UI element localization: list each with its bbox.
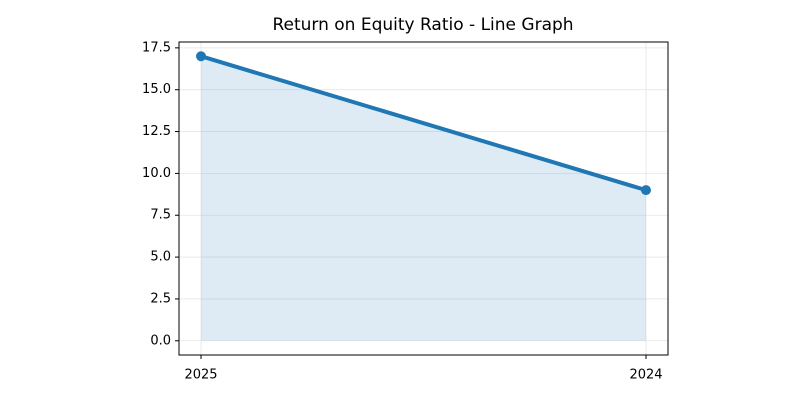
y-tick-label: 17.5: [142, 40, 171, 55]
area: [201, 56, 646, 341]
y-tick-label: 15.0: [142, 82, 171, 97]
plot-frame: [178, 41, 669, 356]
y-tick-label: 7.5: [150, 208, 171, 223]
y-tick-label: 2.5: [150, 291, 171, 306]
chart-title: Return on Equity Ratio - Line Graph: [272, 15, 573, 35]
x-tick-label: 2025: [184, 368, 217, 383]
y-tick-label: 0.0: [150, 333, 171, 348]
y-tick-label: 5.0: [150, 250, 171, 265]
marker: [196, 51, 207, 62]
line: [200, 54, 647, 193]
y-tick-label: 12.5: [142, 124, 171, 139]
x-tick-label: 2024: [629, 368, 662, 383]
y-tick-label: 10.0: [142, 166, 171, 181]
marker: [640, 185, 651, 196]
